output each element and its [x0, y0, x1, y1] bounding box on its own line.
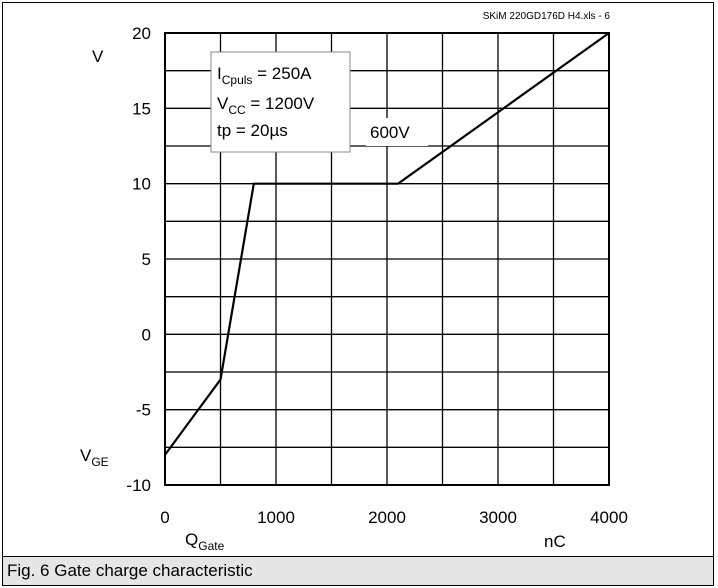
annotation-line3: tp = 20µs: [217, 121, 288, 140]
curve-label: 600V: [370, 123, 410, 142]
y-tick-label: 20: [132, 24, 151, 43]
x-tick-label: 0: [160, 508, 169, 527]
figure-caption: Fig. 6 Gate charge characteristic: [7, 561, 253, 580]
caption-bar: [2, 556, 714, 586]
y-tick-label: 5: [142, 250, 151, 269]
series-layer: [164, 32, 610, 456]
series-line: [164, 32, 610, 456]
curve-label-background: [366, 118, 428, 146]
gate-charge-chart: 0 1000 2000 3000 4000 20 15 10 5 0 -5 -10 ICpuls =…: [80, 11, 628, 553]
annotation-line1: ICpuls = 250A: [217, 64, 312, 87]
y-tick-label: 10: [132, 175, 151, 194]
y-tick-label: -5: [136, 401, 151, 420]
x-axis-label: QGate: [185, 530, 225, 553]
y-tick-label: -10: [126, 476, 151, 495]
y-axis-label: VGE: [80, 446, 109, 469]
source-note: SKiM 220GD176D H4.xls - 6: [483, 11, 611, 22]
y-tick-label: 0: [142, 325, 151, 344]
plot-border: [164, 32, 610, 486]
y-tick-labels: 20 15 10 5 0 -5 -10: [126, 24, 151, 495]
x-tick-labels: 0 1000 2000 3000 4000: [160, 508, 628, 527]
y-tick-label: 15: [132, 99, 151, 118]
x-axis-unit: nC: [544, 532, 566, 551]
x-tick-label: 4000: [590, 508, 628, 527]
annotation-box: [210, 51, 351, 153]
annotation-line2: VCC = 1200V: [217, 94, 315, 117]
y-axis-unit: V: [92, 47, 104, 66]
x-tick-label: 1000: [257, 508, 295, 527]
x-tick-label: 3000: [479, 508, 517, 527]
x-tick-label: 2000: [368, 508, 406, 527]
